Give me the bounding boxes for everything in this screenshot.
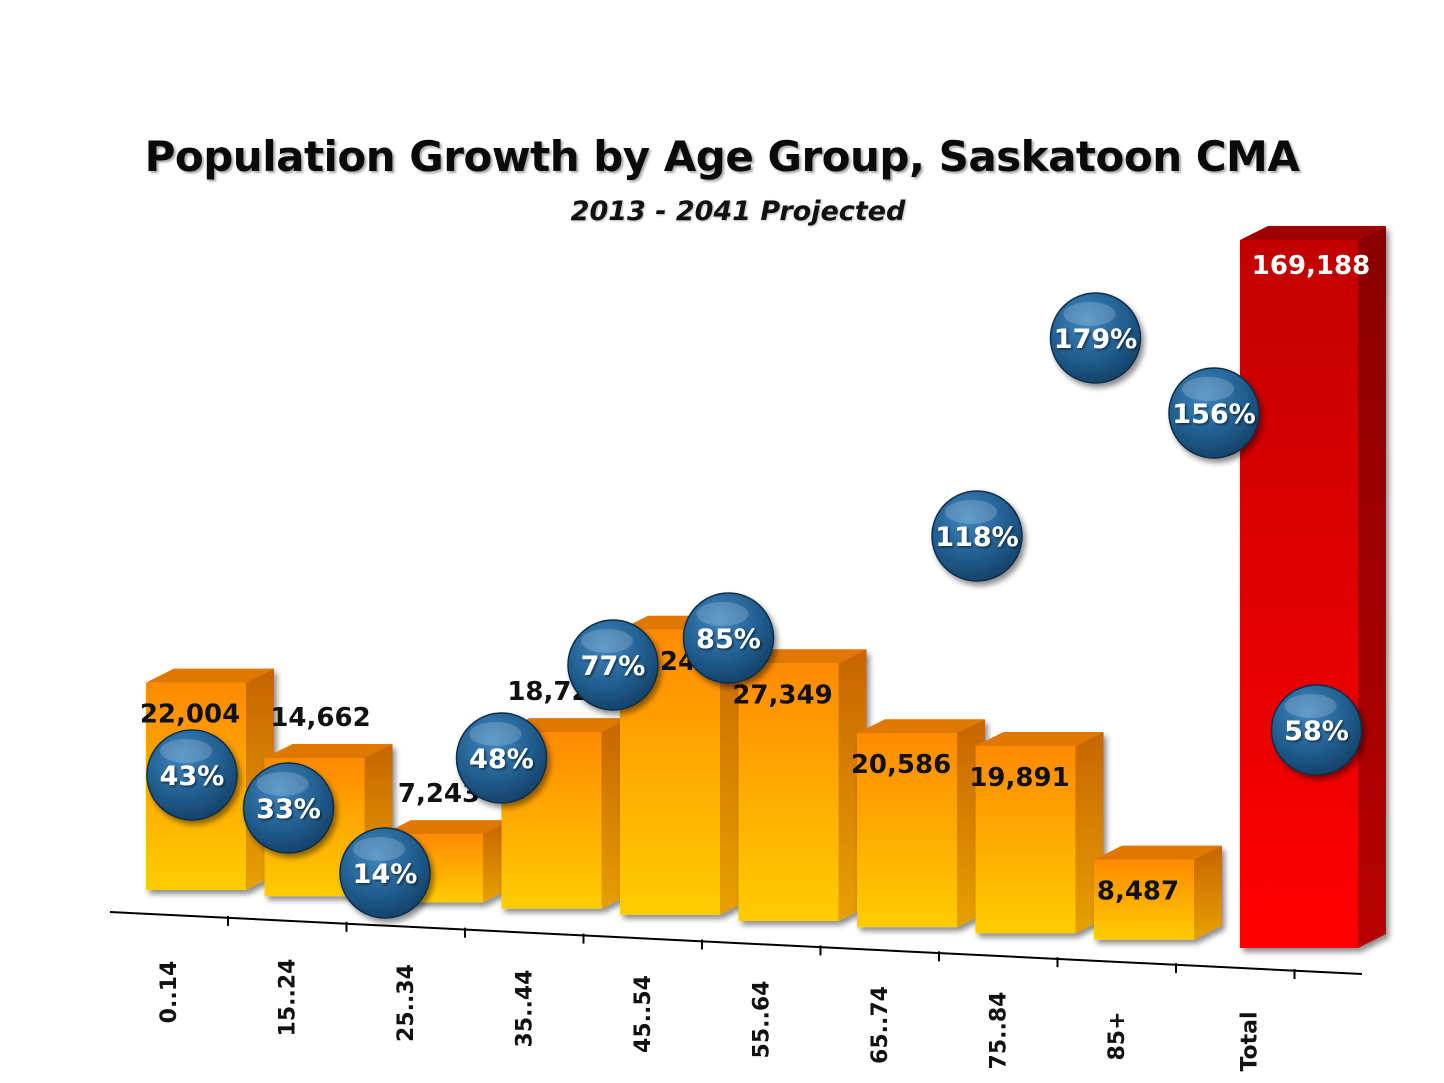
value-label: 22,004 [140, 700, 240, 730]
bar-top-face [264, 744, 393, 759]
growth-label: 58% [1284, 716, 1349, 747]
growth-bubble-circle [242, 762, 335, 854]
growth-label: 48% [469, 744, 534, 775]
growth-bubble-circle [1270, 684, 1363, 776]
growth-bubble-highlight [469, 722, 522, 746]
growth-bubble: 48% [455, 712, 548, 804]
growth-label: 156% [1172, 399, 1255, 430]
growth-bubble: 43% [146, 729, 238, 821]
growth-bubble: 58% [1270, 684, 1363, 776]
bar-55-64 [738, 649, 867, 921]
category-label: 85+ [1105, 1011, 1130, 1060]
category-label: 75..84 [987, 992, 1012, 1070]
bar-front-face [738, 663, 839, 921]
growth-bubble: 179% [1049, 292, 1142, 384]
growth-bubble-circle [682, 592, 775, 684]
x-axis-line [109, 911, 1363, 975]
growth-bubble-circle [567, 619, 659, 711]
growth-bubble-highlight [256, 772, 309, 796]
growth-label: 77% [581, 651, 646, 682]
growth-bubble: 156% [1168, 367, 1260, 459]
bar-side-face [1358, 226, 1386, 948]
category-label: Total [1238, 1011, 1263, 1071]
category-label: 65..74 [868, 986, 893, 1064]
category-label: 25..34 [394, 964, 419, 1042]
category-label: 0..14 [157, 961, 182, 1024]
growth-bubble: 118% [931, 490, 1023, 582]
value-label: 27,349 [732, 680, 832, 710]
bar-top-face [383, 820, 511, 835]
bar-top-face [1240, 226, 1386, 240]
growth-bubble-circle [1168, 367, 1260, 459]
growth-bubble-highlight [1284, 694, 1337, 718]
category-label: 45..54 [631, 975, 656, 1053]
growth-bubble: 33% [242, 762, 335, 854]
growth-bubble-highlight [1063, 302, 1116, 326]
growth-bubble-highlight [160, 739, 212, 763]
growth-bubble: 14% [339, 827, 431, 919]
growth-label: 33% [256, 794, 321, 825]
value-label: 169,188 [1252, 251, 1370, 281]
growth-label: 118% [935, 522, 1018, 553]
bar-side-face [1194, 845, 1222, 940]
value-label: 20,586 [851, 750, 951, 780]
bar-75-84 [975, 731, 1104, 934]
growth-bubble: 77% [567, 619, 659, 711]
growth-label: 14% [353, 859, 418, 890]
category-label: 55..64 [750, 981, 775, 1059]
growth-bubble-circle [455, 712, 548, 804]
bar-top-face [857, 719, 985, 734]
growth-bubble-circle [931, 490, 1023, 582]
value-label: 19,891 [969, 763, 1069, 793]
category-label: 35..44 [513, 970, 538, 1048]
growth-bubble-highlight [696, 602, 749, 626]
category-label: 15..24 [276, 959, 301, 1037]
growth-label: 43% [160, 761, 225, 792]
growth-bubble: 85% [682, 592, 775, 684]
growth-bubble-circle [339, 827, 431, 919]
growth-bubble-highlight [353, 837, 405, 861]
bar-top-face [146, 668, 274, 683]
value-label: 14,662 [270, 703, 370, 733]
growth-bubble-highlight [581, 629, 633, 653]
growth-label: 179% [1054, 324, 1137, 355]
bar-85plus [1094, 845, 1222, 940]
growth-bubble-circle [146, 729, 238, 821]
bar-front-face [975, 745, 1076, 934]
bar-total [1240, 226, 1386, 948]
bar-top-face [1094, 845, 1222, 860]
growth-label: 85% [696, 624, 761, 655]
value-label: 8,487 [1097, 877, 1179, 907]
chart-subtitle: 2013 - 2041 Projected [570, 196, 906, 227]
growth-bubble-highlight [1182, 377, 1234, 401]
bar-front-face [1094, 859, 1194, 940]
growth-bubble-circle [1049, 292, 1142, 384]
bar-front-face [1240, 240, 1358, 948]
chart-title: Population Growth by Age Group, Saskatoo… [144, 132, 1300, 181]
bar-front-face [857, 733, 957, 928]
bar-top-face [975, 731, 1104, 746]
growth-bubble-highlight [945, 500, 997, 524]
